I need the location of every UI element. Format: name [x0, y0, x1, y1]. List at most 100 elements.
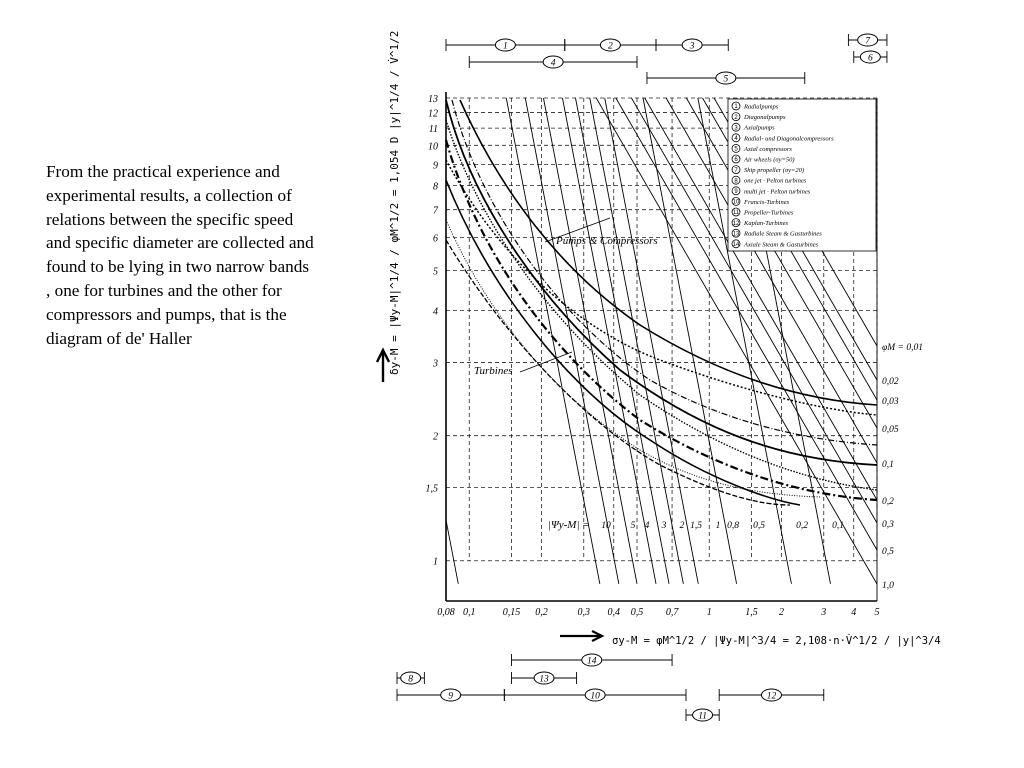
legend-marker: [731, 143, 741, 153]
psi-line-9: [697, 97, 792, 584]
x-tick-label: 2: [779, 607, 784, 618]
top-range-6-number: 6: [868, 54, 873, 64]
top-range-7-badge: [857, 33, 879, 47]
psi-value-label: 3: [661, 521, 667, 531]
band-curve-6: [459, 99, 878, 406]
band-curve-4: [445, 179, 801, 506]
psi-line-7: [604, 97, 699, 584]
legend: 1 Radialpumps 2 Diagonalpumps 3 Axialpumps 4 Ra…: [727, 98, 877, 252]
y-tick-label: 13: [428, 94, 438, 105]
phi-line-5: [644, 97, 878, 501]
legend-text: Francis-Turbines: [743, 199, 790, 206]
legend-marker: [731, 196, 741, 206]
annotations: δy-M = |Ψy-M|^1/4 / φM^1/2 = 1,054 D |y|…: [388, 31, 941, 647]
y-tick-label: 4: [433, 307, 438, 318]
legend-number: 14: [733, 242, 740, 248]
legend-number: 4: [734, 136, 738, 142]
y-tick-label: 10: [428, 141, 438, 152]
psi-value-label: 4: [645, 521, 650, 531]
y-tick-label: 1: [433, 557, 438, 568]
top-range-4-badge: [542, 55, 564, 69]
y-axis-arrow: [375, 347, 391, 382]
phi-label: 1,0: [882, 581, 894, 591]
x-tick-label: 4: [851, 607, 856, 618]
psi-value-label: 0,5: [753, 521, 765, 531]
top-range-4-number: 4: [551, 59, 556, 69]
band-curve-7: [445, 239, 791, 506]
psi-value-label: 0,2: [796, 521, 808, 531]
legend-box: [727, 98, 877, 252]
psi-line-2: [524, 97, 620, 584]
diagonal-lines: φM = 0,01 0,02 0,03 0,05 0,1 0,2 0,3 0,5 1,0 |Ψy-…: [445, 97, 923, 591]
bottom-range-9-badge: [440, 688, 462, 702]
phi-label: 0,5: [882, 547, 894, 557]
legend-marker: [731, 101, 741, 111]
legend-number: 6: [734, 157, 738, 163]
legend-marker: [731, 154, 741, 164]
x-tick-label: 3: [820, 607, 826, 618]
legend-text: Axialpumps: [743, 125, 775, 132]
band-curves: [444, 99, 878, 506]
pumps-label-pointer: [544, 217, 611, 243]
phi-label: 0,2: [882, 497, 894, 507]
top-range-2-number: 2: [608, 42, 613, 52]
legend-text: Axial compressors: [743, 146, 792, 153]
legend-number: 5: [734, 147, 738, 153]
x-tick-label: 0,1: [463, 607, 476, 618]
band-curve-0: [445, 99, 878, 466]
y-tick-label: 1,5: [426, 484, 439, 495]
psi-line-5: [575, 97, 670, 584]
legend-marker: [731, 218, 741, 228]
phi-label: 0,02: [882, 377, 899, 387]
legend-number: 13: [733, 231, 740, 237]
phi-label: 0,05: [882, 425, 899, 435]
legend-number: 2: [734, 115, 738, 121]
phi-label: 0,3: [882, 520, 894, 530]
psi-axis-label: |Ψy-M| =: [548, 519, 590, 531]
top-range-1-badge: [494, 38, 516, 52]
plot-frame: [445, 92, 878, 602]
phi-label: 0,03: [882, 397, 899, 407]
x-tick-label: 5: [875, 607, 880, 618]
legend-marker: [731, 207, 741, 217]
phi-label: φM = 0,01: [882, 343, 923, 353]
psi-value-label: 5: [631, 521, 636, 531]
bottom-range-14-number: 14: [587, 657, 597, 667]
legend-marker: [731, 239, 741, 249]
top-range-7-number: 7: [865, 37, 871, 47]
y-tick-label: 3: [432, 359, 438, 370]
psi-line-0: [445, 519, 459, 584]
phi-line-7: [615, 97, 878, 551]
legend-text: Kaplan-Turbines: [743, 220, 789, 227]
bottom-range-9-number: 9: [448, 692, 453, 702]
x-tick-label: 0,3: [578, 607, 591, 618]
y-tick-label: 8: [433, 182, 438, 193]
bottom-range-8-badge: [400, 671, 422, 685]
legend-number: 12: [733, 221, 740, 227]
legend-number: 11: [733, 210, 740, 216]
top-range-3-number: 3: [689, 42, 695, 52]
legend-number: 10: [733, 200, 740, 206]
legend-marker: [731, 228, 741, 238]
psi-value-label: 1: [716, 521, 721, 531]
legend-marker: [731, 133, 741, 143]
x-axis-arrow: [560, 630, 605, 642]
phi-line-3: [685, 97, 878, 429]
psi-value-label: 0,1: [832, 521, 844, 531]
bottom-range-12-number: 12: [767, 692, 777, 702]
bottom-range-13-number: 13: [539, 675, 549, 685]
band-curve-1: [451, 99, 878, 446]
y-tick-label: 7: [433, 206, 439, 217]
psi-line-4: [562, 97, 657, 584]
y-axis-formula: δy-M = |Ψy-M|^1/4 / φM^1/2 = 1,054 D |y|…: [388, 31, 401, 375]
legend-text: Ship propeller (σy=20): [744, 167, 804, 174]
psi-value-label: 0,8: [727, 521, 739, 531]
description-text: From the practical experience and experi…: [46, 162, 314, 348]
legend-marker: [731, 112, 741, 121]
legend-number: 9: [734, 189, 738, 195]
y-tick-label: 6: [433, 233, 438, 244]
legend-text: Radiale Steam & Gasturbines: [743, 231, 822, 238]
x-tick-label: 0,2: [535, 607, 548, 618]
turbines-band-label: Turbines: [474, 365, 513, 377]
